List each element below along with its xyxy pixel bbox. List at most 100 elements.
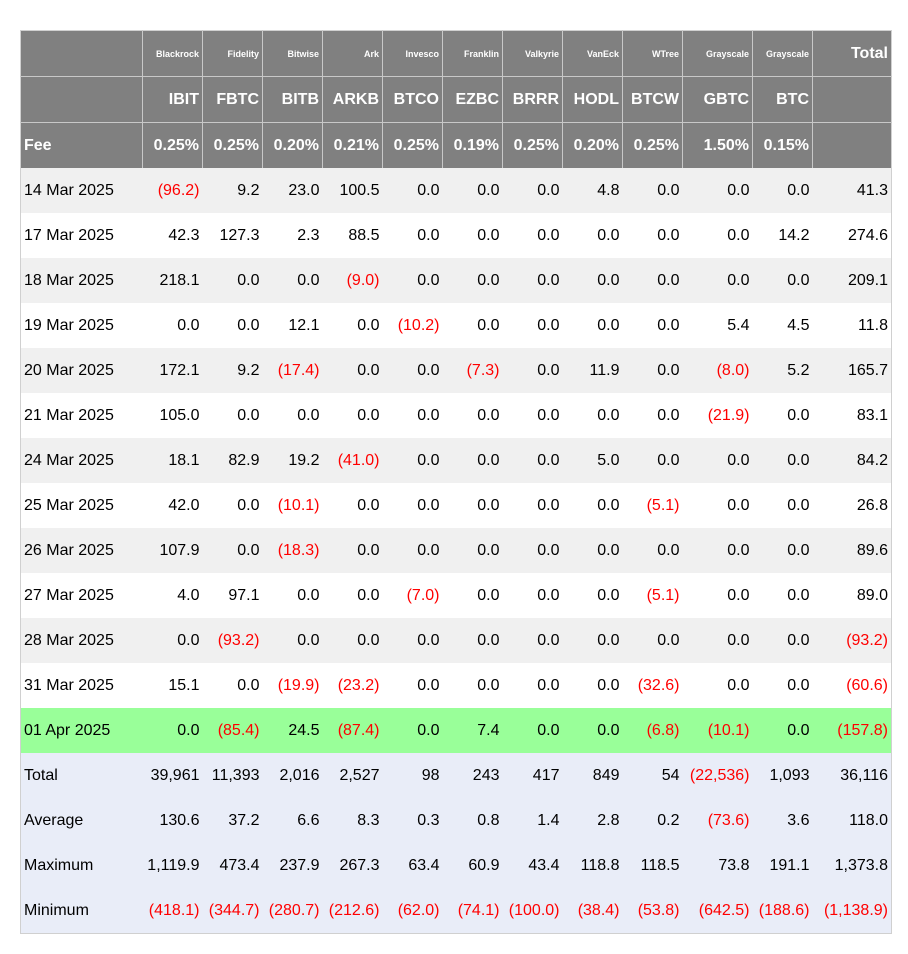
summary-value-cell: 417: [502, 753, 563, 798]
flow-value-cell: 0.0: [502, 213, 563, 258]
summary-value-cell: (73.6): [682, 798, 753, 843]
flow-value-cell: 0.0: [262, 618, 323, 663]
flow-value-cell: 0.0: [502, 573, 563, 618]
flow-value-cell: 0.0: [382, 528, 443, 573]
flow-value-cell: 0.0: [202, 303, 263, 348]
row-total-cell: 83.1: [812, 393, 892, 438]
header-corner-cell: [20, 76, 143, 123]
date-cell: 27 Mar 2025: [20, 573, 143, 618]
row-total-cell: 11.8: [812, 303, 892, 348]
summary-label: Average: [20, 798, 143, 843]
table-row: 31 Mar 2025 15.1 0.0 (19.9) (23.2) 0.0 0.0 0.0 0…: [20, 663, 892, 708]
summary-value-cell: 63.4: [382, 843, 443, 888]
ticker-cell: FBTC: [202, 76, 263, 123]
flow-value-cell: 0.0: [622, 348, 683, 393]
fee-cell: 0.25%: [502, 122, 563, 168]
flow-value-cell: 12.1: [262, 303, 323, 348]
fee-cell: 0.25%: [382, 122, 443, 168]
flow-value-cell: 15.1: [142, 663, 203, 708]
summary-value-cell: 98: [382, 753, 443, 798]
total-column-header: Total: [812, 30, 892, 77]
summary-value-cell: 2.8: [562, 798, 623, 843]
summary-value-cell: (212.6): [322, 888, 383, 934]
flow-value-cell: 0.0: [682, 168, 753, 213]
flow-value-cell: 4.5: [752, 303, 813, 348]
flow-value-cell: 0.0: [682, 573, 753, 618]
summary-value-cell: (280.7): [262, 888, 323, 934]
flow-value-cell: 0.0: [442, 168, 503, 213]
flow-value-cell: 42.3: [142, 213, 203, 258]
summary-value-cell: 130.6: [142, 798, 203, 843]
flow-value-cell: 0.0: [502, 303, 563, 348]
table-row: 27 Mar 2025 4.0 97.1 0.0 0.0 (7.0) 0.0 0.0 0.0 (5…: [20, 573, 892, 618]
summary-value-cell: 6.6: [262, 798, 323, 843]
date-cell: 26 Mar 2025: [20, 528, 143, 573]
header-empty-cell: [812, 76, 892, 123]
issuer-name-cell: Grayscale: [682, 30, 753, 77]
summary-row: Minimum (418.1) (344.7) (280.7) (212.6) (62.0…: [20, 888, 892, 934]
summary-rows: Total 39,961 11,393 2,016 2,527 98 243 417 849 54…: [20, 753, 892, 934]
flow-value-cell: 0.0: [502, 663, 563, 708]
date-cell: 31 Mar 2025: [20, 663, 143, 708]
flow-value-cell: 0.0: [682, 438, 753, 483]
fee-cell: 0.25%: [202, 122, 263, 168]
table-row: 17 Mar 2025 42.3 127.3 2.3 88.5 0.0 0.0 0.0 0.0 0…: [20, 213, 892, 258]
flow-value-cell: 0.0: [682, 618, 753, 663]
flow-value-cell: 5.4: [682, 303, 753, 348]
flow-value-cell: 0.0: [142, 618, 203, 663]
flow-value-cell: 0.0: [202, 258, 263, 303]
summary-value-cell: 60.9: [442, 843, 503, 888]
flow-value-cell: 4.8: [562, 168, 623, 213]
flow-value-cell: (17.4): [262, 348, 323, 393]
flow-value-cell: 0.0: [382, 168, 443, 213]
fee-label: Fee: [20, 122, 143, 168]
row-total-cell: 89.6: [812, 528, 892, 573]
flow-value-cell: 0.0: [622, 258, 683, 303]
flow-value-cell: (85.4): [202, 708, 263, 753]
row-total-cell: 165.7: [812, 348, 892, 393]
daily-flow-rows: 14 Mar 2025 (96.2) 9.2 23.0 100.5 0.0 0.0 0.0 4.…: [20, 168, 892, 753]
flow-value-cell: 0.0: [202, 483, 263, 528]
summary-value-cell: (22,536): [682, 753, 753, 798]
flow-value-cell: (19.9): [262, 663, 323, 708]
fee-cell: 0.25%: [622, 122, 683, 168]
flow-value-cell: (5.1): [622, 483, 683, 528]
flow-value-cell: (96.2): [142, 168, 203, 213]
row-total-cell: 84.2: [812, 438, 892, 483]
flow-value-cell: 0.0: [382, 438, 443, 483]
summary-value-cell: 191.1: [752, 843, 813, 888]
summary-value-cell: (418.1): [142, 888, 203, 934]
flow-value-cell: (18.3): [262, 528, 323, 573]
row-total-cell: 274.6: [812, 213, 892, 258]
flow-value-cell: 0.0: [562, 303, 623, 348]
flow-value-cell: 0.0: [562, 258, 623, 303]
flow-value-cell: 0.0: [752, 168, 813, 213]
flow-value-cell: 18.1: [142, 438, 203, 483]
summary-value-cell: (642.5): [682, 888, 753, 934]
flow-value-cell: 0.0: [682, 483, 753, 528]
flow-value-cell: 0.0: [442, 483, 503, 528]
flow-value-cell: 14.2: [752, 213, 813, 258]
flow-value-cell: 0.0: [322, 573, 383, 618]
row-total-cell: (60.6): [812, 663, 892, 708]
flow-value-cell: 0.0: [562, 393, 623, 438]
summary-value-cell: 11,393: [202, 753, 263, 798]
flow-value-cell: 11.9: [562, 348, 623, 393]
flow-value-cell: 42.0: [142, 483, 203, 528]
flow-value-cell: 0.0: [382, 663, 443, 708]
flow-value-cell: 0.0: [562, 213, 623, 258]
table-row: 28 Mar 2025 0.0 (93.2) 0.0 0.0 0.0 0.0 0.0 0.0 0.…: [20, 618, 892, 663]
issuer-name-cell: WTree: [622, 30, 683, 77]
summary-value-cell: 849: [562, 753, 623, 798]
row-total-cell: (157.8): [812, 708, 892, 753]
flow-value-cell: 0.0: [752, 663, 813, 708]
flow-value-cell: (9.0): [322, 258, 383, 303]
header-corner-cell: [20, 30, 143, 77]
flow-value-cell: 24.5: [262, 708, 323, 753]
table-row: 18 Mar 2025 218.1 0.0 0.0 (9.0) 0.0 0.0 0.0 0.0 0…: [20, 258, 892, 303]
flow-value-cell: 0.0: [442, 303, 503, 348]
ticker-cell: BTC: [752, 76, 813, 123]
flow-value-cell: (93.2): [202, 618, 263, 663]
summary-value-cell: 73.8: [682, 843, 753, 888]
row-total-cell: 41.3: [812, 168, 892, 213]
